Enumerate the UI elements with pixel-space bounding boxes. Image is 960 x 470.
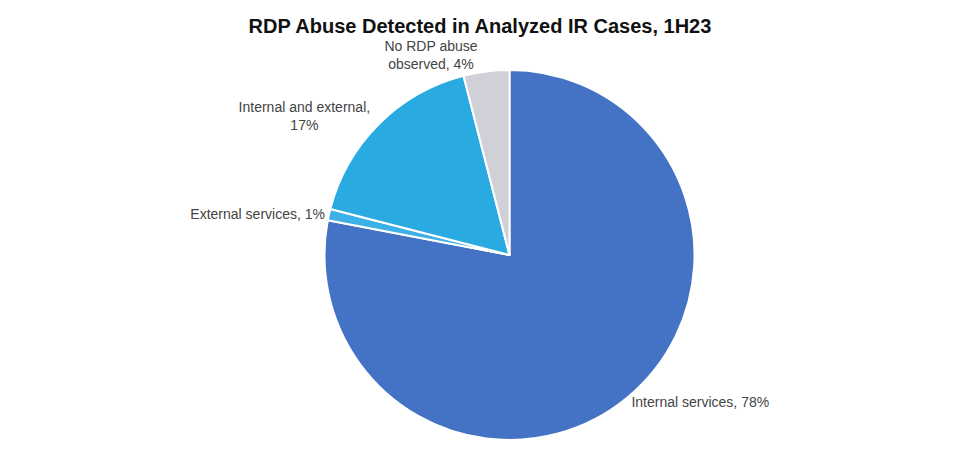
svg-text:Internal services, 78%: Internal services, 78% bbox=[631, 394, 769, 410]
svg-text:Internal and external,17%: Internal and external,17% bbox=[239, 99, 371, 133]
svg-text:RDP Abuse Detected in Analyzed: RDP Abuse Detected in Analyzed IR Cases,… bbox=[249, 15, 712, 37]
svg-text:External services, 1%: External services, 1% bbox=[190, 206, 325, 222]
svg-text:No RDP abuseobserved, 4%: No RDP abuseobserved, 4% bbox=[384, 38, 477, 72]
